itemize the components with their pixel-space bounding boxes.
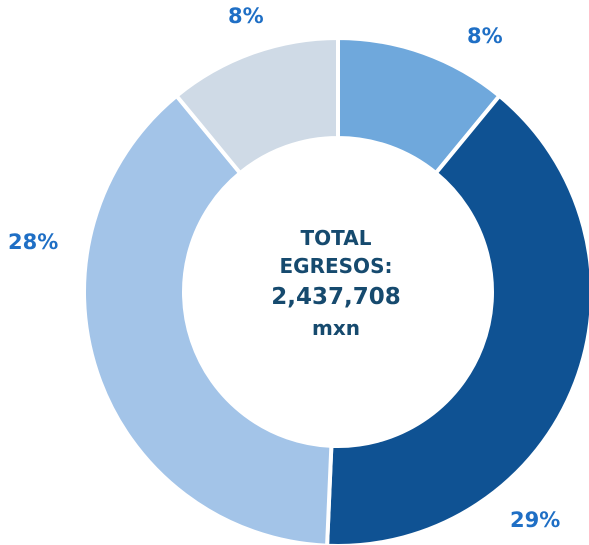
center-unit: mxn	[312, 316, 360, 340]
slice-label-3: 28%	[8, 230, 59, 254]
center-title-line2: EGRESOS:	[279, 254, 393, 278]
slice-label-1: 8%	[467, 24, 503, 48]
center-amount: 2,437,708	[271, 284, 401, 310]
donut-slice-3	[82, 93, 334, 545]
donut-slice-2	[325, 93, 589, 545]
donut-slice-4	[173, 35, 340, 176]
slice-label-2: 29%	[510, 508, 561, 532]
slice-label-4: 8%	[228, 4, 264, 28]
center-title-line1: TOTAL	[300, 226, 372, 250]
center-total: TOTAL EGRESOS: 2,437,708 mxn	[236, 224, 436, 342]
